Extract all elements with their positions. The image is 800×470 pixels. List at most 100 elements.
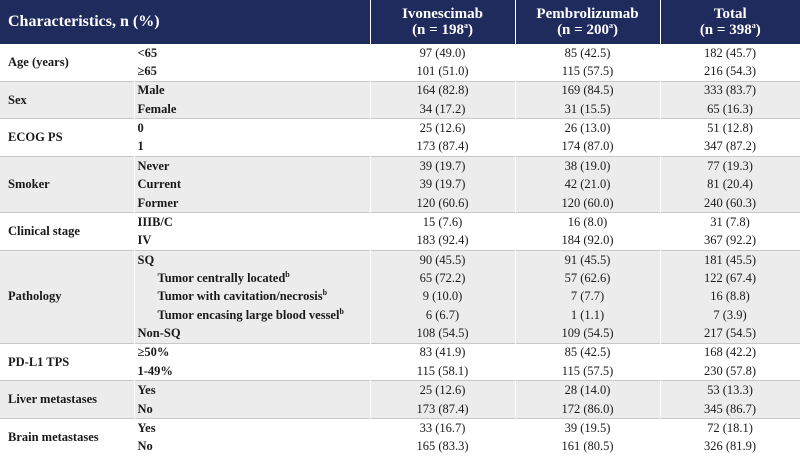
value-cell: 6 (6.7) <box>370 306 516 325</box>
row-label-text: No <box>137 401 153 416</box>
value-cell: 115 (57.5) <box>515 62 661 82</box>
table-row: No 165 (83.3) 161 (80.5) 326 (81.9) <box>0 437 800 456</box>
table-row: Current 39 (19.7) 42 (21.0) 81 (20.4) <box>0 175 800 194</box>
value-cell: 122 (67.4) <box>660 269 800 288</box>
table-header: Characteristics, n (%) Ivonescimab (n = 1… <box>0 0 800 44</box>
value-cell: 33 (16.7) <box>370 418 516 438</box>
value-cell: 39 (19.7) <box>370 156 516 176</box>
column-name: Ivonescimab <box>402 6 483 22</box>
column-name: Pembrolizumab <box>536 6 639 22</box>
row-label: Yes <box>134 380 371 400</box>
row-label: IV <box>134 231 371 251</box>
table-row: Smoker Never 39 (19.7) 38 (19.0) 77 (19.3) <box>0 156 800 213</box>
table-row: 1-49% 115 (58.1) 115 (57.5) 230 (57.8) <box>0 362 800 381</box>
value-cell: 108 (54.5) <box>370 324 516 344</box>
row-label: ≥50% <box>134 342 371 363</box>
value-cell: 31 (15.5) <box>515 100 661 119</box>
value-cell: 101 (51.0) <box>370 62 516 82</box>
value-cell: 15 (7.6) <box>370 212 516 232</box>
table-row: ECOG PS 0 25 (12.6) 26 (13.0) 51 (12.8) <box>0 118 800 157</box>
column-n-close: ) <box>612 22 618 38</box>
value-cell: 25 (12.6) <box>370 118 516 138</box>
value-cell: 367 (92.2) <box>660 231 800 251</box>
superscript: b <box>285 269 290 279</box>
value-cell: 174 (87.0) <box>515 137 661 157</box>
superscript: b <box>322 288 328 298</box>
value-cell: 97 (49.0) <box>370 44 516 63</box>
value-cell: 347 (87.2) <box>660 137 800 157</box>
row-label: Female <box>134 100 371 119</box>
group-label: Age (years) <box>0 44 135 82</box>
row-label-text: Tumor encasing large blood vessel <box>157 307 340 322</box>
row-label-text: IV <box>137 233 152 248</box>
group-label: Brain metastases <box>0 418 135 456</box>
superscript: a <box>751 21 756 30</box>
value-cell: 345 (86.7) <box>660 399 800 419</box>
row-label: 0 <box>134 118 371 138</box>
value-cell: 172 (86.0) <box>515 399 661 419</box>
value-cell: 120 (60.0) <box>515 193 661 213</box>
value-cell: 90 (45.5) <box>370 249 516 270</box>
table-body: Age (years) <65 97 (49.0) 85 (42.5) 182 (45.… <box>0 44 800 456</box>
header-cell: Characteristics, n (%) <box>0 0 371 44</box>
table-row: 1 173 (87.4) 174 (87.0) 347 (87.2) <box>0 137 800 157</box>
row-label-text: Tumor centrally located <box>157 270 286 285</box>
row-label-text: Former <box>137 195 179 210</box>
value-cell: 85 (42.5) <box>515 342 661 363</box>
table-row: Clinical stage IIIB/C 15 (7.6) 16 (8.0) 31 (… <box>0 212 800 251</box>
value-cell: 230 (57.8) <box>660 362 800 381</box>
value-cell: 7 (7.7) <box>515 287 661 307</box>
row-label-text: Never <box>137 158 170 173</box>
row-label-text: <65 <box>137 45 158 60</box>
value-cell: 16 (8.0) <box>515 212 661 232</box>
value-cell: 183 (92.4) <box>370 231 516 251</box>
table-row: Age (years) <65 97 (49.0) 85 (42.5) 182 (45.… <box>0 44 800 82</box>
row-label-text: Male <box>137 83 165 98</box>
row-label: Former <box>134 193 371 213</box>
row-label: ≥65 <box>134 62 371 82</box>
value-cell: 1 (1.1) <box>515 306 661 325</box>
value-cell: 7 (3.9) <box>660 306 800 325</box>
row-label-text: Non-SQ <box>137 326 181 341</box>
value-cell: 115 (57.5) <box>515 362 661 381</box>
value-cell: 51 (12.8) <box>660 118 800 138</box>
row-label-text: ≥65 <box>137 64 157 79</box>
value-cell: 120 (60.6) <box>370 193 516 213</box>
value-cell: 173 (87.4) <box>370 137 516 157</box>
value-cell: 182 (45.7) <box>660 44 800 63</box>
table-row: Pathology SQ 90 (45.5) 91 (45.5) 181 (45.5) <box>0 249 800 344</box>
header-cell: Ivonescimab (n = 198a) <box>370 0 516 44</box>
row-label-text: Female <box>137 101 177 116</box>
value-cell: 164 (82.8) <box>370 80 516 101</box>
value-cell: 9 (10.0) <box>370 287 516 307</box>
value-cell: 42 (21.0) <box>515 175 661 194</box>
value-cell: 31 (7.8) <box>660 212 800 232</box>
value-cell: 26 (13.0) <box>515 118 661 138</box>
row-label-text: 0 <box>137 121 144 136</box>
row-label-text: Yes <box>137 383 156 398</box>
superscript: b <box>339 306 344 316</box>
group-label: Liver metastases <box>0 380 135 419</box>
row-label: Current <box>134 175 371 194</box>
row-label: Yes <box>134 418 371 438</box>
value-cell: 16 (8.8) <box>660 287 800 307</box>
row-label: Never <box>134 156 371 176</box>
value-cell: 240 (60.3) <box>660 193 800 213</box>
characteristics-table: Characteristics, n (%) Ivonescimab (n = 1… <box>0 0 800 456</box>
table-row: Tumor centrally locatedb 65 (72.2) 57 (62.… <box>0 269 800 288</box>
table-row: Tumor encasing large blood vesselb 6 (6.7… <box>0 306 800 325</box>
group-label: Pathology <box>0 249 135 344</box>
value-cell: 57 (62.6) <box>515 269 661 288</box>
column-n: (n = 200 <box>557 22 609 38</box>
value-cell: 165 (83.3) <box>370 437 516 456</box>
value-cell: 81 (20.4) <box>660 175 800 194</box>
column-n-close: ) <box>755 22 761 38</box>
row-label-text: 1 <box>137 139 144 154</box>
value-cell: 72 (18.1) <box>660 418 800 438</box>
value-cell: 169 (84.5) <box>515 80 661 101</box>
table-row: Liver metastases Yes 25 (12.6) 28 (14.0) 53 … <box>0 380 800 419</box>
row-label-text: SQ <box>137 252 155 267</box>
table-row: Non-SQ 108 (54.5) 109 (54.5) 217 (54.5) <box>0 324 800 344</box>
value-cell: 39 (19.7) <box>370 175 516 194</box>
table-row: Female 34 (17.2) 31 (15.5) 65 (16.3) <box>0 100 800 119</box>
